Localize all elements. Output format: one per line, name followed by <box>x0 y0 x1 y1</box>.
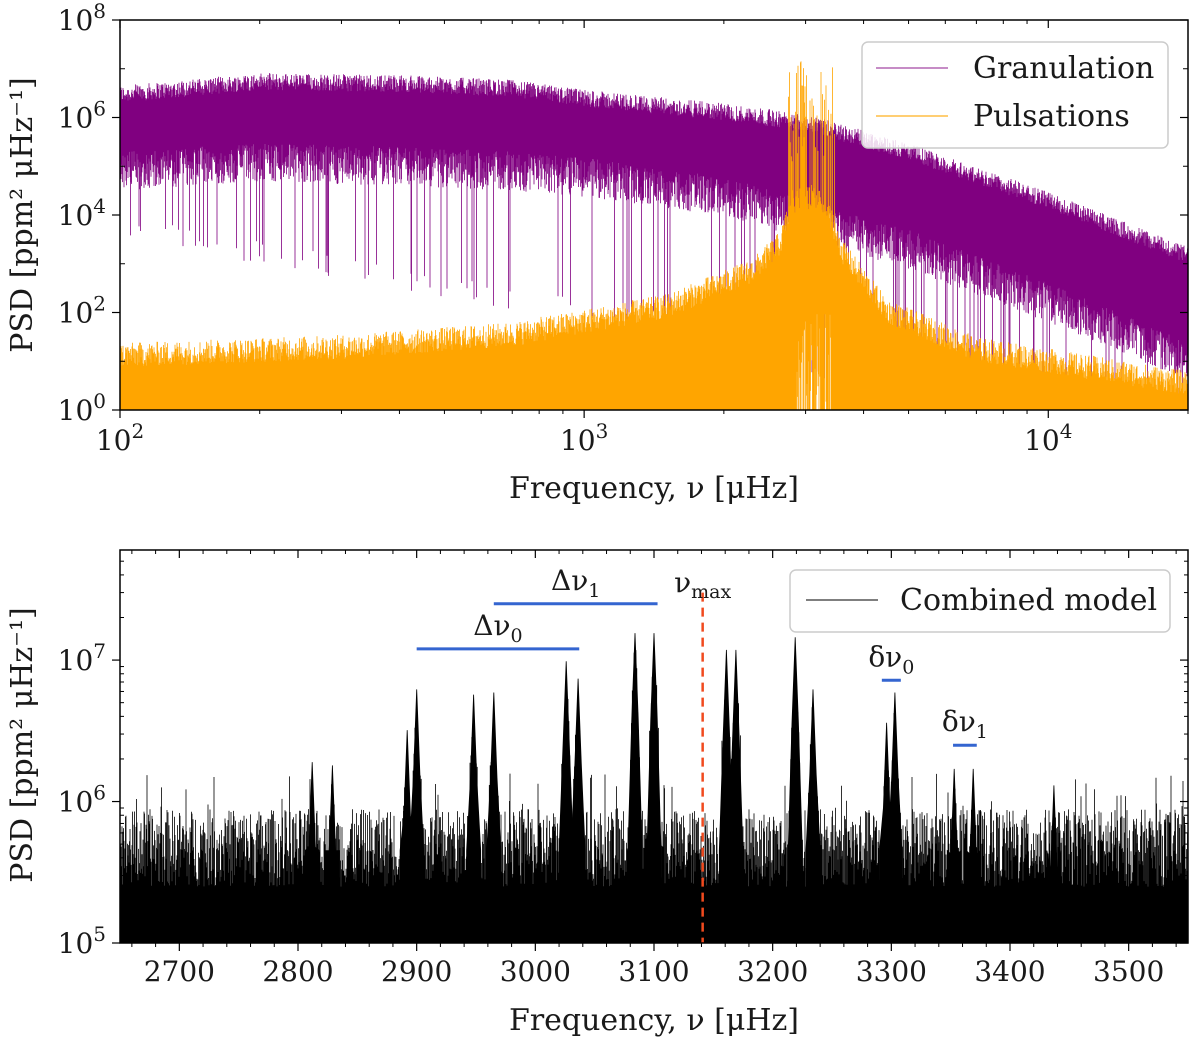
spacing-label: Δν1 <box>551 564 600 602</box>
bottom-x-tick-label: 3000 <box>500 955 571 988</box>
legend-label-pulsations: Pulsations <box>973 99 1130 134</box>
top-legend: Granulation Pulsations <box>861 41 1169 149</box>
granulation-series <box>120 73 1188 410</box>
mode-peak-jitter <box>630 650 640 943</box>
bottom-x-tick-label: 2800 <box>262 955 333 988</box>
mode-peak-jitter <box>411 727 422 943</box>
bottom-x-tick-label: 3200 <box>737 955 808 988</box>
mode-peak-jitter <box>649 671 659 943</box>
spacing-label: δν1 <box>942 705 988 743</box>
bottom-legend-box <box>789 569 1171 633</box>
top-y-tick-label: 106 <box>58 97 106 135</box>
bottom-y-tick-label: 105 <box>58 922 106 960</box>
mode-peak-jitter <box>731 680 741 943</box>
top-x-tick-label: 104 <box>1024 419 1072 457</box>
bottom-x-tick-label: 3300 <box>856 955 927 988</box>
legend-label-combined: Combined model <box>900 583 1157 618</box>
mode-peak-jitter <box>1049 820 1059 943</box>
mode-peak-jitter <box>949 782 960 943</box>
mode-peak-jitter <box>307 787 318 943</box>
spacing-label: Δν0 <box>473 609 522 647</box>
legend-label-granulation: Granulation <box>973 51 1154 86</box>
mode-peak-jitter <box>573 690 583 943</box>
top-y-tick-label: 102 <box>58 292 106 330</box>
bottom-y-tick-label: 106 <box>58 781 106 819</box>
top-x-tick-label: 103 <box>560 419 608 457</box>
bottom-x-axis-label: Frequency, ν [μHz] <box>509 1003 799 1038</box>
mode-peak-jitter <box>890 713 900 943</box>
bottom-panel: 2700 2800 2900 3000 3100 3200 3300 3400 3500 105 1… <box>5 549 1189 1038</box>
mode-peak-jitter <box>968 780 979 943</box>
bottom-y-tick-label: 107 <box>58 639 106 677</box>
bottom-legend: Combined model <box>789 569 1171 633</box>
bottom-ticks: 2700 2800 2900 3000 3100 3200 3300 3400 3500 105 1… <box>58 550 1188 988</box>
mode-peak-jitter <box>488 717 499 943</box>
top-y-axis-label: PSD [ppm² μHz⁻¹] <box>5 77 40 352</box>
mode-peak-jitter <box>561 684 572 943</box>
bottom-x-tick-label: 2700 <box>144 955 215 988</box>
bottom-x-tick-label: 3500 <box>1093 955 1164 988</box>
top-y-tick-label: 100 <box>58 389 106 427</box>
mode-peak-jitter <box>468 730 479 943</box>
top-plot-area <box>120 61 1188 410</box>
bottom-x-tick-label: 3400 <box>974 955 1045 988</box>
bottom-y-axis-label: PSD [ppm² μHz⁻¹] <box>5 607 40 882</box>
spacing-label: δν0 <box>868 640 914 678</box>
bottom-plot-area <box>120 592 1188 943</box>
pulsations-series <box>120 61 1188 410</box>
nu-max-label: νmax <box>674 566 731 603</box>
mode-peak-jitter <box>327 784 338 943</box>
top-x-tick-label: 102 <box>96 419 144 457</box>
bottom-x-tick-label: 2900 <box>381 955 452 988</box>
top-legend-box <box>861 41 1169 149</box>
bottom-x-tick-label: 3100 <box>618 955 689 988</box>
top-y-tick-label: 104 <box>58 194 106 232</box>
mode-peak-jitter <box>790 679 801 943</box>
top-x-axis-label: Frequency, ν [μHz] <box>509 471 799 506</box>
bottom-annotations: Δν0 Δν1 δν0 δν1 νmax <box>416 564 988 747</box>
mode-peak-jitter <box>808 707 818 943</box>
top-y-tick-label: 108 <box>58 0 106 37</box>
